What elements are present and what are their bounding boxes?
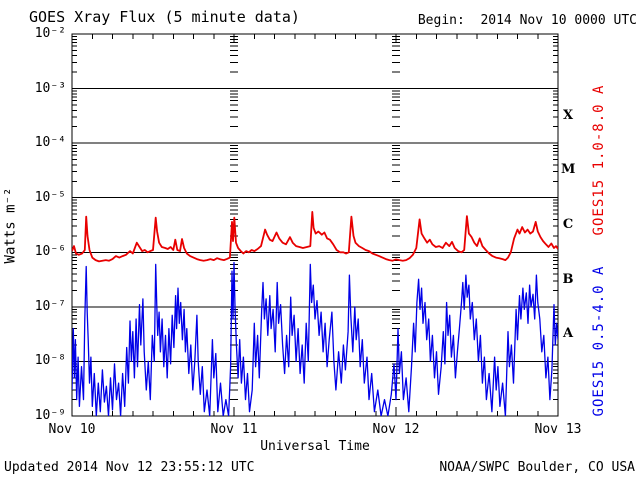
flare-class-label: A	[562, 326, 574, 342]
y-tick-label: 10⁻⁸	[34, 353, 66, 369]
x-tick-label: Nov 12	[372, 422, 420, 437]
chart-title: GOES Xray Flux (5 minute data)	[29, 8, 300, 26]
y-tick-label: 10⁻⁵	[34, 189, 66, 205]
long-wavelength-trace	[72, 210, 558, 263]
data-traces	[72, 210, 558, 416]
y-tick-label: 10⁻⁷	[34, 298, 66, 314]
x-axis-label: Universal Time	[260, 439, 370, 454]
series-label-short-channel: GOES15 0.5-4.0 A	[591, 265, 607, 417]
updated-timestamp: Updated 2014 Nov 12 23:55:12 UTC	[4, 460, 255, 475]
y-tick-label: 10⁻⁴	[34, 135, 66, 151]
y-axis-label: Watts m⁻²	[2, 187, 19, 264]
source-attribution: NOAA/SWPC Boulder, CO USA	[439, 460, 635, 475]
flare-class-label: X	[562, 107, 574, 123]
y-tick-label: 10⁻⁹	[34, 408, 66, 423]
y-tick-label: 10⁻²	[34, 26, 66, 41]
x-tick-label: Nov 13	[534, 422, 582, 437]
x-tick-label: Nov 10	[48, 422, 96, 437]
y-tick-label: 10⁻³	[34, 80, 66, 96]
y-tick-label: 10⁻⁶	[34, 244, 66, 260]
flare-class-label: M	[561, 162, 576, 178]
short-wavelength-trace	[72, 261, 558, 416]
x-tick-label: Nov 11	[210, 422, 258, 437]
flare-class-label: B	[562, 271, 574, 287]
begin-timestamp: Begin: 2014 Nov 10 0000 UTC	[417, 13, 637, 28]
flare-class-label: C	[562, 217, 574, 233]
